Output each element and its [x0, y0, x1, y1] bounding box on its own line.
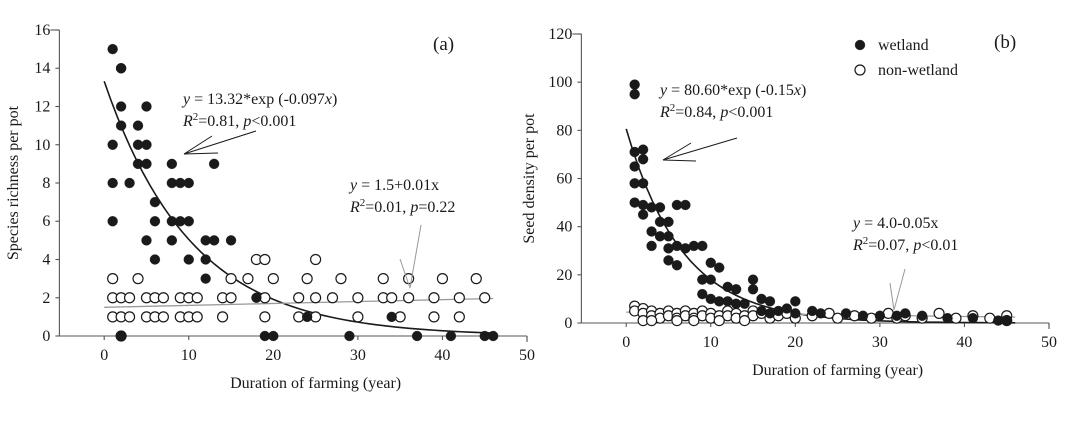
- svg-text:20: 20: [556, 267, 572, 284]
- svg-text:y = 13.32*exp (-0.097x): y = 13.32*exp (-0.097x): [181, 91, 337, 108]
- svg-text:50: 50: [519, 347, 535, 364]
- svg-text:non-wetland: non-wetland: [878, 62, 958, 79]
- svg-text:0: 0: [100, 347, 108, 364]
- svg-text:4: 4: [42, 252, 50, 269]
- svg-text:0: 0: [622, 334, 630, 351]
- svg-text:y = 4.0-0.05x: y = 4.0-0.05x: [851, 215, 938, 232]
- svg-text:Seed density per pot: Seed density per pot: [521, 113, 538, 244]
- svg-text:Species richness per pot: Species richness per pot: [5, 105, 22, 260]
- svg-text:Duration of farming (year): Duration of farming (year): [230, 375, 401, 392]
- svg-text:8: 8: [42, 175, 50, 192]
- svg-text:10: 10: [181, 347, 197, 364]
- svg-text:10: 10: [703, 334, 719, 351]
- svg-text:50: 50: [1041, 334, 1057, 351]
- svg-text:40: 40: [556, 219, 572, 236]
- svg-text:2: 2: [42, 290, 50, 307]
- svg-text:0: 0: [564, 315, 572, 332]
- svg-text:40: 40: [956, 334, 972, 351]
- svg-text:120: 120: [548, 26, 572, 43]
- svg-text:14: 14: [34, 60, 50, 77]
- svg-text:80: 80: [556, 122, 572, 139]
- svg-text:0: 0: [42, 328, 50, 345]
- svg-text:40: 40: [434, 347, 450, 364]
- svg-text:R2=0.07, p<0.01: R2=0.07, p<0.01: [852, 235, 958, 254]
- svg-text:wetland: wetland: [878, 37, 929, 54]
- svg-text:y = 80.60*exp (-0.15x): y = 80.60*exp (-0.15x): [658, 82, 806, 99]
- svg-text:60: 60: [556, 171, 572, 188]
- svg-text:16: 16: [34, 22, 50, 39]
- svg-text:30: 30: [872, 334, 888, 351]
- svg-text:100: 100: [548, 74, 572, 91]
- svg-text:y = 1.5+0.01x: y = 1.5+0.01x: [348, 177, 439, 194]
- svg-text:30: 30: [350, 347, 366, 364]
- svg-text:R2=0.01, p=0.22: R2=0.01, p=0.22: [349, 197, 455, 216]
- svg-text:12: 12: [34, 99, 50, 116]
- svg-text:(a): (a): [433, 34, 454, 55]
- svg-text:20: 20: [787, 334, 803, 351]
- svg-text:R2=0.84, p<0.001: R2=0.84, p<0.001: [659, 102, 773, 121]
- svg-text:10: 10: [34, 137, 50, 154]
- svg-text:20: 20: [265, 347, 281, 364]
- svg-text:R2=0.81, p<0.001: R2=0.81, p<0.001: [182, 111, 296, 130]
- svg-text:Duration of farming (year): Duration of farming (year): [752, 362, 923, 379]
- svg-text:6: 6: [42, 213, 50, 230]
- svg-text:(b): (b): [994, 32, 1016, 53]
